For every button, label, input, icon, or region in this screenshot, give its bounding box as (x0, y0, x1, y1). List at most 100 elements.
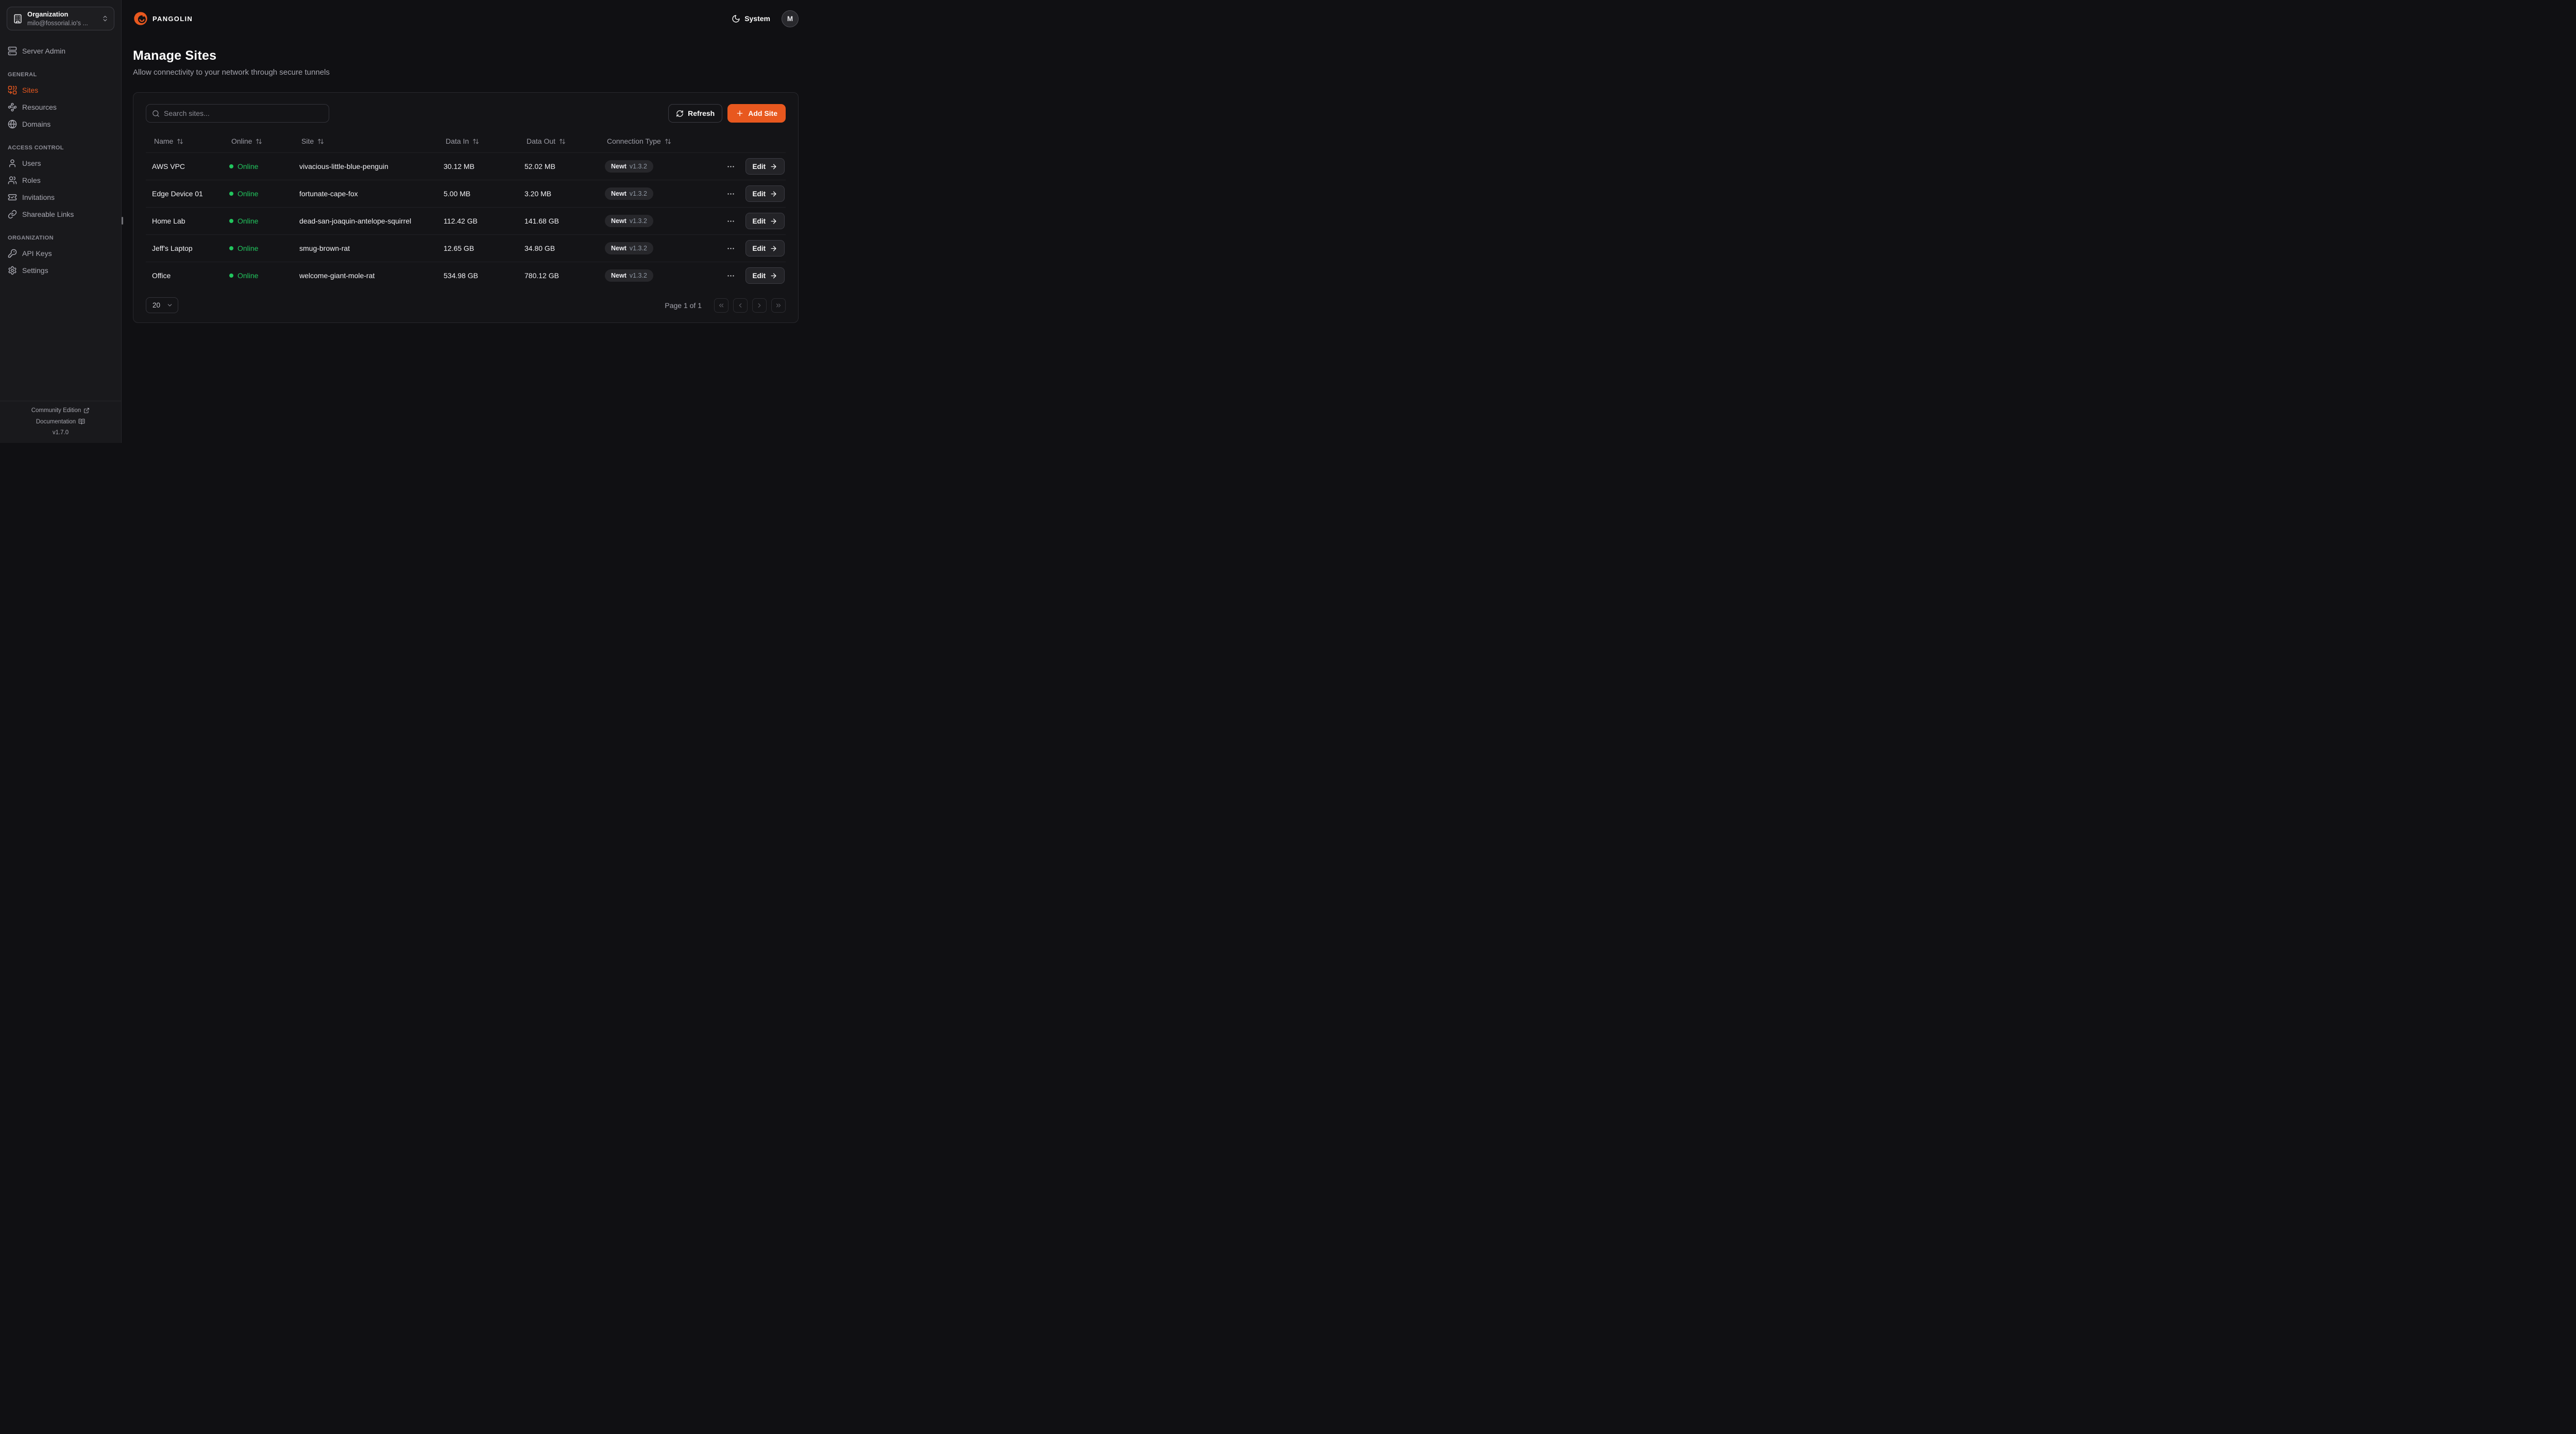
column-header-site[interactable]: Site (293, 137, 437, 145)
table-row: Home Lab Online dead-san-joaquin-antelop… (146, 207, 786, 234)
sidebar-item-sites[interactable]: Sites (7, 81, 114, 98)
sidebar-item-api-keys[interactable]: API Keys (7, 245, 114, 262)
sidebar-item-resources[interactable]: Resources (7, 98, 114, 115)
status-label: Online (238, 190, 259, 198)
ticket-check-icon (8, 193, 17, 202)
column-label: Data Out (527, 137, 556, 145)
edit-label: Edit (752, 217, 766, 225)
documentation-link[interactable]: Documentation (0, 418, 121, 425)
edit-button[interactable]: Edit (745, 158, 785, 175)
sites-toolbar: Refresh Add Site (146, 104, 786, 123)
site-status: Online (223, 217, 293, 225)
refresh-button[interactable]: Refresh (668, 104, 723, 123)
column-header-connection-type[interactable]: Connection Type (599, 137, 697, 145)
row-menu-button[interactable] (724, 160, 737, 173)
next-page-button[interactable] (752, 298, 767, 313)
refresh-label: Refresh (688, 109, 715, 117)
sidebar-item-settings[interactable]: Settings (7, 262, 114, 279)
edit-button[interactable]: Edit (745, 267, 785, 284)
add-site-button[interactable]: Add Site (727, 104, 786, 123)
data-out: 141.68 GB (524, 217, 559, 225)
edit-button[interactable]: Edit (745, 185, 785, 202)
prev-page-button[interactable] (733, 298, 748, 313)
site-slug: dead-san-joaquin-antelope-squirrel (299, 217, 412, 225)
sidebar-item-server-admin[interactable]: Server Admin (7, 42, 114, 59)
sidebar-item-invitations[interactable]: Invitations (7, 189, 114, 206)
online-dot-icon (229, 219, 233, 223)
site-status: Online (223, 190, 293, 198)
online-dot-icon (229, 246, 233, 250)
last-page-button[interactable] (771, 298, 786, 313)
site-name: Jeff's Laptop (152, 244, 193, 252)
plus-icon (736, 109, 744, 117)
external-link-icon (83, 407, 90, 414)
status-label: Online (238, 217, 259, 225)
sidebar-footer: Community Edition Documentation v1.7.0 (0, 401, 121, 443)
pagination-right: Page 1 of 1 (665, 298, 786, 313)
edit-label: Edit (752, 244, 766, 252)
server-icon (8, 46, 17, 56)
section-label-organization: ORGANIZATION (8, 235, 54, 241)
column-label: Data In (446, 137, 469, 145)
edit-button[interactable]: Edit (745, 213, 785, 229)
page-subtitle: Allow connectivity to your network throu… (133, 68, 330, 77)
page-size-select[interactable]: 20 (146, 297, 178, 313)
row-menu-button[interactable] (724, 269, 737, 282)
sidebar-resize-handle[interactable] (122, 217, 123, 225)
search-box (146, 104, 329, 123)
data-out: 34.80 GB (524, 244, 555, 252)
org-selector-value: milo@fossorial.io's ... (27, 19, 88, 27)
row-menu-button[interactable] (724, 242, 737, 255)
column-label: Name (154, 137, 174, 145)
org-selector[interactable]: Organization milo@fossorial.io's ... (7, 7, 114, 30)
edit-button[interactable]: Edit (745, 240, 785, 257)
ellipsis-icon (726, 162, 735, 171)
sidebar-item-roles[interactable]: Roles (7, 172, 114, 189)
row-actions: Edit (697, 185, 786, 202)
pager-last-icon (775, 302, 782, 309)
waypoints-icon (8, 103, 17, 112)
pangolin-logo-icon (133, 11, 148, 26)
section-label-access-control: ACCESS CONTROL (8, 145, 64, 151)
connection-version: v1.3.2 (629, 217, 647, 225)
sidebar: Organization milo@fossorial.io's ... Ser… (0, 0, 123, 443)
row-menu-button[interactable] (724, 215, 737, 228)
sidebar-item-shareable-links[interactable]: Shareable Links (7, 206, 114, 223)
sidebar-item-label: Users (22, 159, 41, 167)
column-header-online[interactable]: Online (223, 137, 293, 145)
column-label: Site (301, 137, 314, 145)
avatar[interactable]: M (782, 10, 799, 27)
theme-toggle[interactable]: System (732, 14, 770, 23)
link-icon (8, 210, 17, 219)
arrow-right-icon (770, 190, 777, 198)
community-edition-link[interactable]: Community Edition (0, 407, 121, 414)
sort-icon (256, 138, 262, 145)
connection-name: Newt (611, 245, 626, 252)
row-menu-button[interactable] (724, 187, 737, 200)
connection-version: v1.3.2 (629, 190, 647, 197)
sidebar-spacer (0, 279, 121, 401)
connection-name: Newt (611, 163, 626, 170)
column-header-data-in[interactable]: Data In (437, 137, 518, 145)
site-slug: smug-brown-rat (299, 244, 350, 252)
sidebar-nav: Server Admin GENERAL Sites Resources Dom… (0, 37, 121, 279)
site-name: AWS VPC (152, 162, 185, 170)
column-header-data-out[interactable]: Data Out (518, 137, 599, 145)
sidebar-item-label: API Keys (22, 249, 52, 258)
status-label: Online (238, 271, 259, 280)
first-page-button[interactable] (714, 298, 728, 313)
edit-label: Edit (752, 271, 766, 280)
moon-icon (732, 14, 740, 23)
sidebar-item-domains[interactable]: Domains (7, 115, 114, 132)
table-row: Office Online welcome-giant-mole-rat 534… (146, 262, 786, 289)
connection-version: v1.3.2 (629, 163, 647, 170)
arrow-right-icon (770, 245, 777, 252)
column-label: Online (231, 137, 252, 145)
page-indicator: Page 1 of 1 (665, 301, 702, 310)
sidebar-item-users[interactable]: Users (7, 155, 114, 172)
column-header-name[interactable]: Name (146, 137, 223, 145)
table-header-row: Name Online Site Data In Data Out (146, 130, 786, 152)
connection-badge: Newt v1.3.2 (605, 187, 653, 200)
search-input[interactable] (164, 109, 323, 117)
chevrons-up-down-icon (101, 15, 109, 22)
